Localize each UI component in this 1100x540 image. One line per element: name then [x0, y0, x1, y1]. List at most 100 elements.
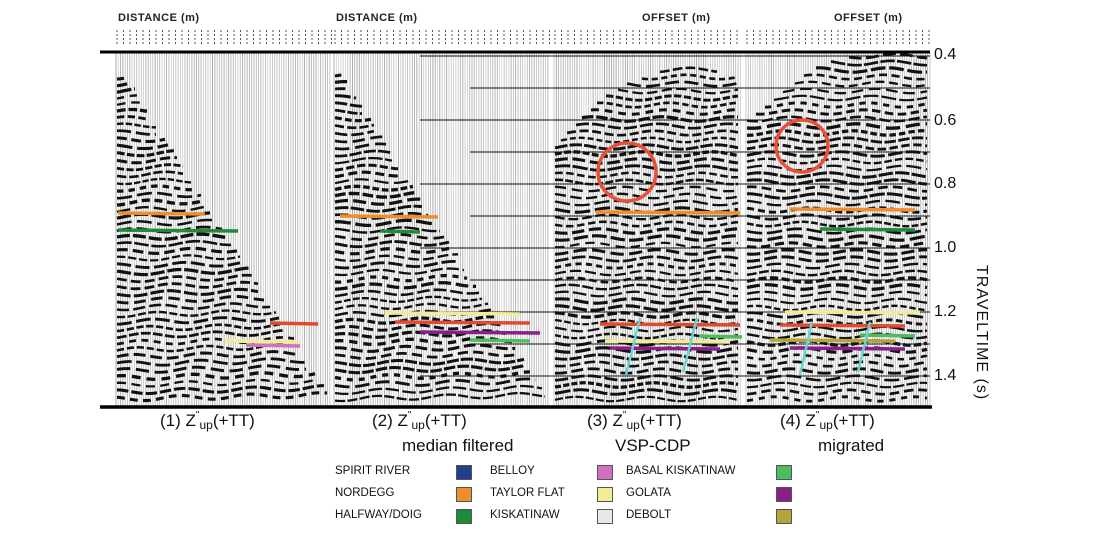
- panel-1-axis-title: DISTANCE (m): [118, 12, 200, 24]
- seismic-event: [116, 198, 202, 207]
- seismic-event: [334, 384, 543, 396]
- seismic-event: [554, 185, 739, 193]
- legend-swatch: [456, 509, 472, 524]
- seismic-event: [746, 171, 928, 179]
- horizon-nordegg: [789, 207, 916, 212]
- seismic-event: [747, 318, 928, 326]
- seismic-event: [554, 346, 739, 354]
- legend-swatch: [597, 487, 613, 502]
- seismic-event: [334, 142, 387, 151]
- seismic-event: [746, 164, 928, 172]
- seismic-event: [554, 213, 739, 221]
- seismic-event: [773, 94, 928, 102]
- seismic-event: [334, 274, 468, 284]
- seismic-event: [116, 218, 217, 227]
- panel-1-label: (1) Z"up(+TT): [160, 410, 255, 432]
- seismic-event: [848, 52, 928, 60]
- legend-label: GOLATA: [626, 487, 671, 499]
- seismic-event: [116, 239, 231, 248]
- seismic-event: [554, 234, 738, 242]
- horizon-basal-kiskatinaw: [469, 338, 531, 343]
- seismic-event: [746, 367, 928, 375]
- seismic-event: [116, 232, 229, 241]
- seismic-event: [334, 233, 447, 241]
- horizon-basal-kiskatinaw: [699, 334, 743, 339]
- seismic-event: [116, 329, 286, 340]
- seismic-event: [334, 288, 480, 298]
- horizon-taylor-flat: [784, 310, 921, 315]
- seismic-event: [746, 290, 928, 298]
- horizon-halfway-doig: [117, 228, 239, 233]
- horizon-golata: [609, 346, 721, 351]
- seismic-event: [746, 199, 928, 207]
- legend-swatch: [456, 465, 472, 480]
- panel-4-sublabel: migrated: [818, 436, 885, 455]
- seismic-event: [554, 374, 739, 382]
- seismic-event: [335, 343, 516, 353]
- seismic-event: [116, 191, 202, 200]
- seismic-event: [116, 322, 286, 333]
- seismic-event: [554, 220, 739, 228]
- seismic-event: [554, 276, 739, 284]
- dip-marker: [856, 321, 872, 373]
- seismic-event: [746, 122, 928, 130]
- legend-label: DEBOLT: [626, 509, 672, 521]
- seismic-event: [334, 281, 477, 291]
- legend-label: HALFWAY/DOIG: [335, 509, 422, 521]
- legend-swatch: [776, 509, 792, 524]
- seismic-event: [116, 287, 259, 298]
- seismic-event: [116, 294, 265, 305]
- seismic-event: [116, 254, 241, 262]
- seismic-event: [334, 314, 498, 325]
- seismic-event: [116, 101, 142, 106]
- seismic-event: [334, 170, 402, 179]
- horizon-halfway-doig: [819, 227, 916, 232]
- seismic-event: [334, 226, 441, 234]
- seismic-event: [116, 163, 184, 172]
- seismic-event: [746, 241, 928, 249]
- seismic-event: [641, 73, 739, 81]
- seismic-event: [746, 185, 927, 193]
- seismic-event: [116, 156, 178, 165]
- seismic-event: [116, 266, 250, 277]
- dip-marker: [681, 317, 699, 373]
- time-tick-label: 0.6: [934, 112, 957, 129]
- seismic-event: [746, 234, 928, 242]
- seismic-event: [554, 283, 739, 291]
- seismic-event: [747, 192, 928, 200]
- horizon-debolt: [269, 321, 319, 326]
- seismic-event: [334, 267, 465, 277]
- seismic-event: [747, 255, 928, 263]
- seismic-event: [755, 108, 928, 116]
- horizon-debolt: [779, 323, 906, 328]
- seismic-event: [554, 255, 739, 263]
- seismic-event: [746, 283, 928, 291]
- seismic-event: [116, 76, 127, 81]
- seismic-event: [334, 108, 363, 115]
- seismic-event: [334, 79, 347, 84]
- seismic-event: [596, 101, 739, 109]
- seismic-event: [554, 381, 739, 389]
- seismic-event: [746, 304, 928, 312]
- legend-label: BASAL KISKATINAW: [626, 465, 736, 477]
- seismic-event: [746, 346, 928, 354]
- seismic-event: [746, 213, 928, 221]
- horizon-taylor-flat: [384, 311, 521, 316]
- seismic-event: [116, 391, 328, 403]
- seismic-event: [746, 276, 928, 284]
- seismic-event: [830, 59, 928, 67]
- time-tick-label: 0.4: [934, 46, 957, 63]
- horizon-taylor-flat: [604, 339, 731, 344]
- horizon-golata: [769, 338, 896, 343]
- seismic-event: [554, 199, 739, 207]
- seismic-event: [590, 108, 738, 116]
- seismic-event: [334, 184, 414, 192]
- seismic-event: [554, 297, 739, 305]
- seismic-event: [334, 259, 459, 270]
- seismic-event: [555, 304, 739, 312]
- horizon-golata: [419, 330, 541, 335]
- seismic-event: [554, 164, 739, 172]
- seismic-event: [746, 157, 928, 165]
- seismic-event: [566, 129, 739, 137]
- seismic-event: [554, 290, 739, 298]
